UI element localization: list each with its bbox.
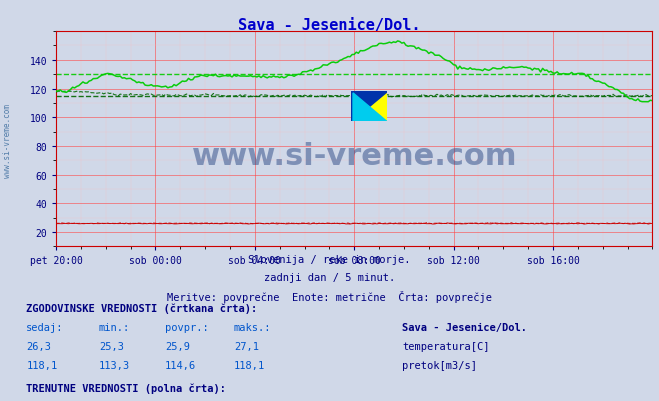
- Text: povpr.:: povpr.:: [165, 322, 208, 332]
- Text: Sava - Jesenice/Dol.: Sava - Jesenice/Dol.: [239, 18, 420, 33]
- Text: www.si-vreme.com: www.si-vreme.com: [3, 103, 13, 177]
- Text: ZGODOVINSKE VREDNOSTI (črtkana črta):: ZGODOVINSKE VREDNOSTI (črtkana črta):: [26, 303, 258, 313]
- Polygon shape: [353, 94, 387, 122]
- Text: Slovenija / reke in morje.: Slovenija / reke in morje.: [248, 255, 411, 265]
- Text: min.:: min.:: [99, 322, 130, 332]
- Polygon shape: [351, 92, 387, 122]
- Text: maks.:: maks.:: [234, 322, 272, 332]
- Text: 118,1: 118,1: [26, 360, 57, 371]
- Text: 25,3: 25,3: [99, 341, 124, 351]
- Text: 25,9: 25,9: [165, 341, 190, 351]
- Text: 118,1: 118,1: [234, 360, 265, 371]
- Text: Meritve: povprečne  Enote: metrične  Črta: povprečje: Meritve: povprečne Enote: metrične Črta:…: [167, 291, 492, 303]
- Text: pretok[m3/s]: pretok[m3/s]: [402, 360, 477, 371]
- Text: 113,3: 113,3: [99, 360, 130, 371]
- Text: 114,6: 114,6: [165, 360, 196, 371]
- Text: Sava - Jesenice/Dol.: Sava - Jesenice/Dol.: [402, 322, 527, 332]
- Text: 26,3: 26,3: [26, 341, 51, 351]
- Text: sedaj:: sedaj:: [26, 322, 64, 332]
- Text: TRENUTNE VREDNOSTI (polna črta):: TRENUTNE VREDNOSTI (polna črta):: [26, 383, 226, 393]
- Text: www.si-vreme.com: www.si-vreme.com: [192, 142, 517, 171]
- Text: temperatura[C]: temperatura[C]: [402, 341, 490, 351]
- Text: zadnji dan / 5 minut.: zadnji dan / 5 minut.: [264, 273, 395, 283]
- Polygon shape: [351, 92, 387, 122]
- Text: 27,1: 27,1: [234, 341, 259, 351]
